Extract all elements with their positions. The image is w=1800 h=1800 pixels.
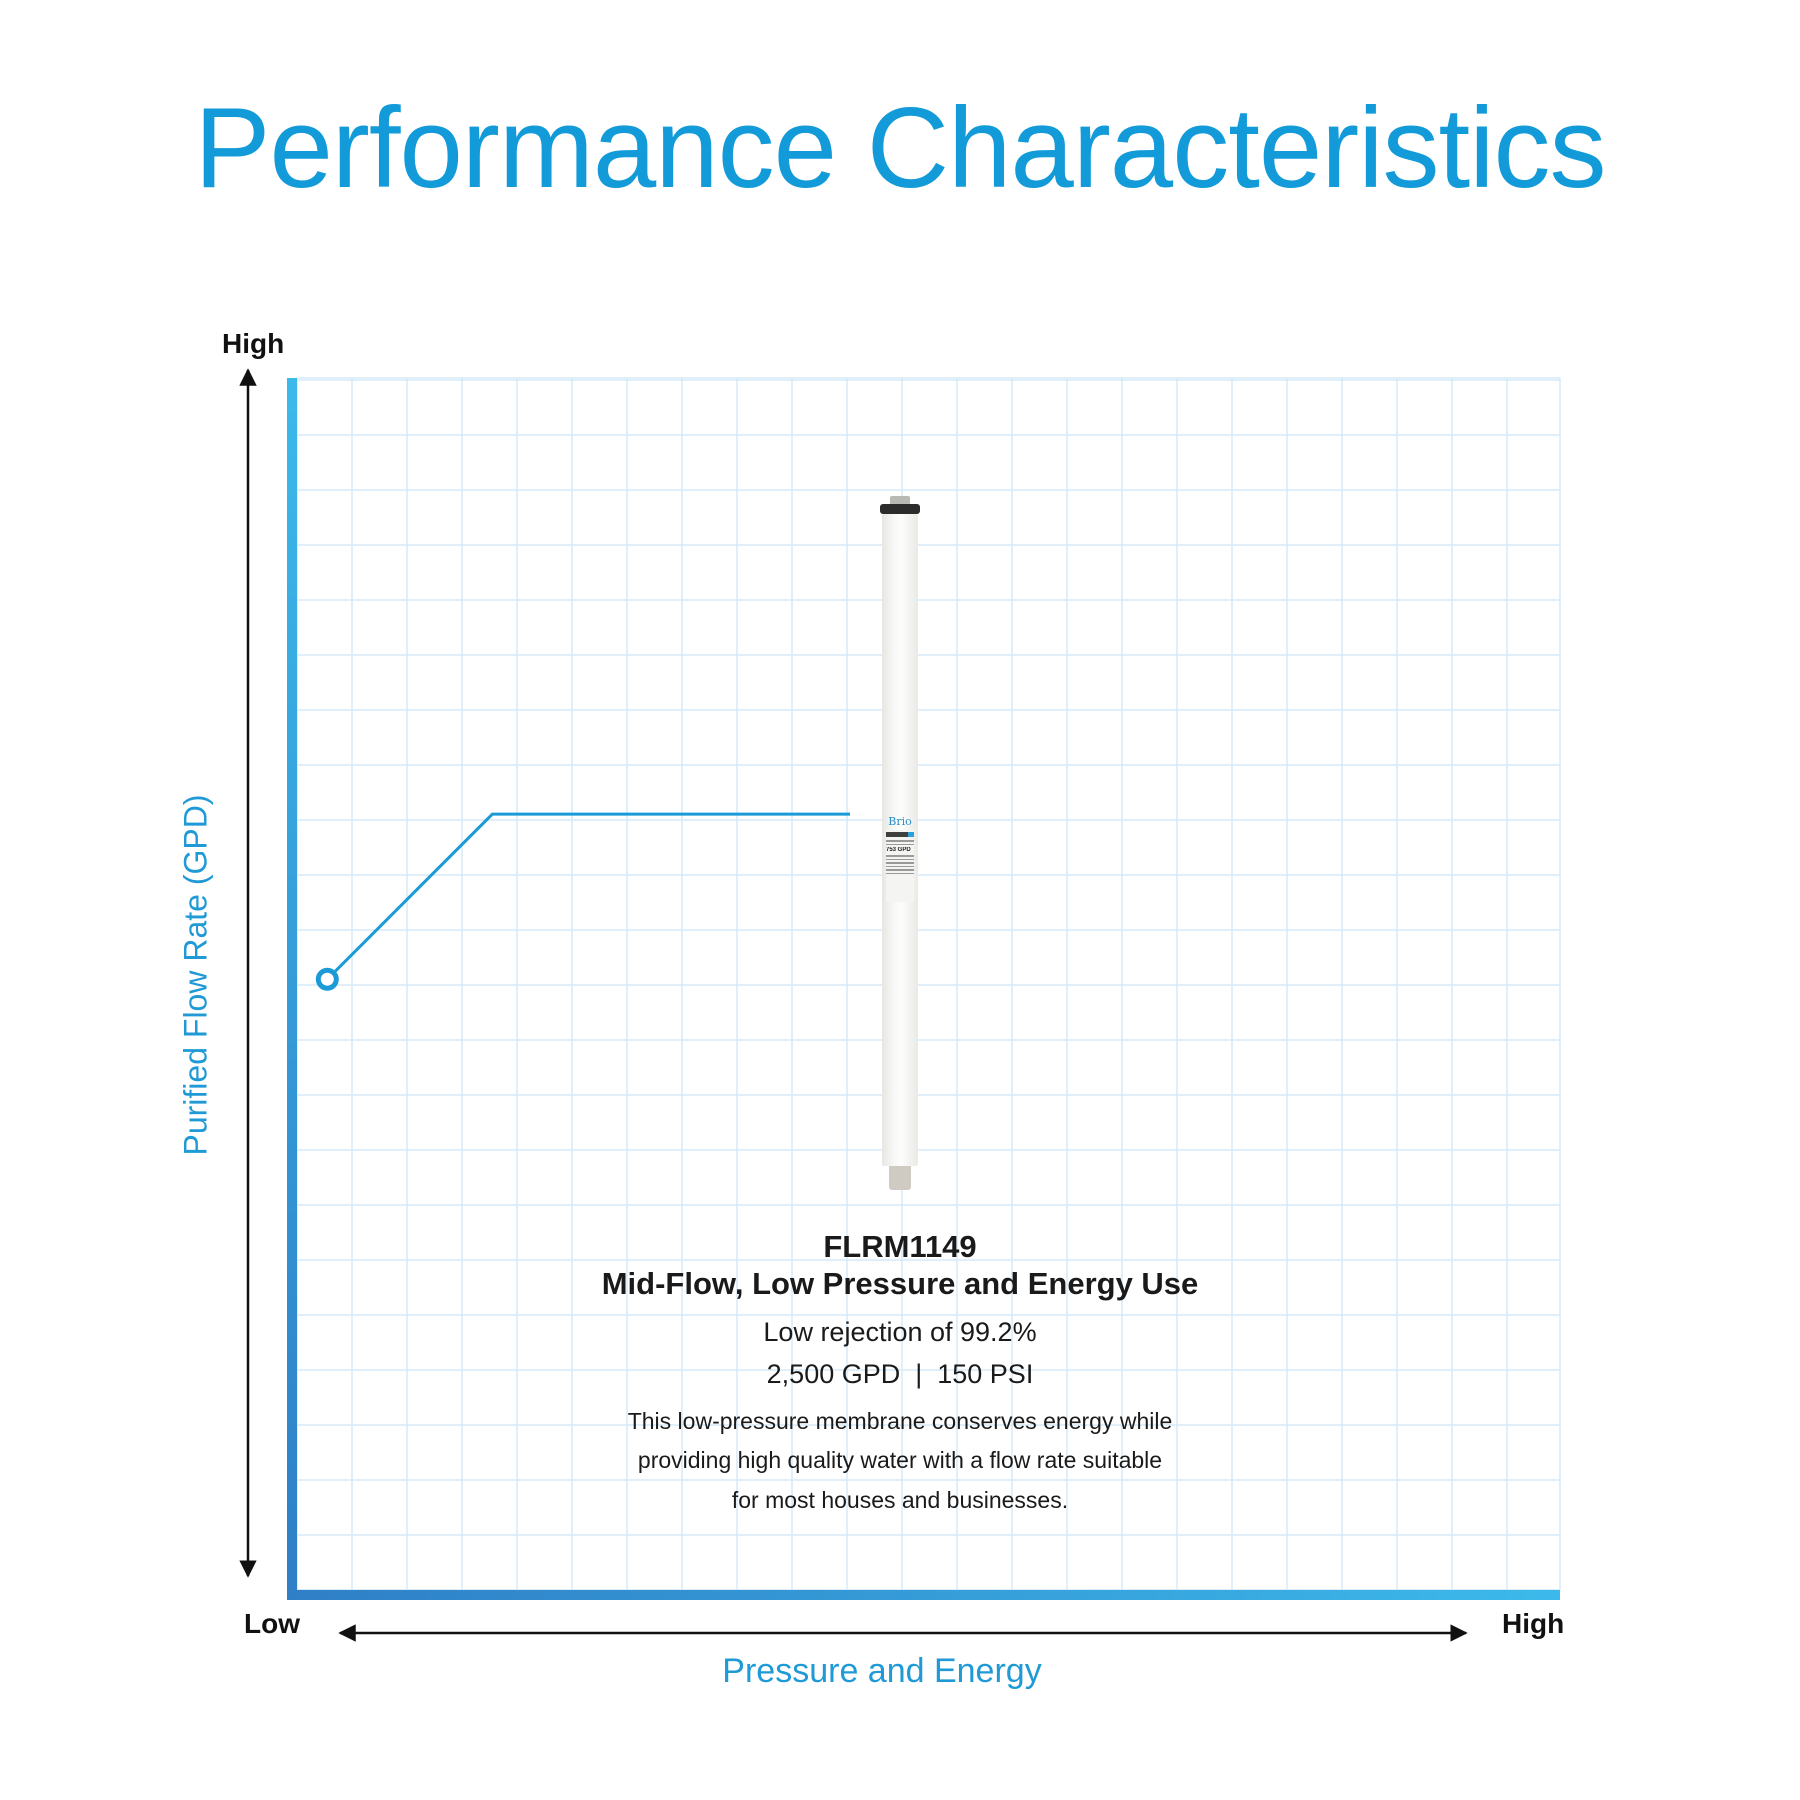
- membrane-tube: Brio 753 GPD: [882, 514, 918, 1166]
- page-title: Performance Characteristics: [194, 85, 1606, 212]
- membrane-top-cap: [890, 496, 910, 506]
- description-line: This low-pressure membrane conserves ene…: [627, 1407, 1173, 1434]
- x-axis-low-label: Low: [244, 1608, 300, 1639]
- chart-grid: [296, 377, 1561, 1591]
- x-axis-title: Pressure and Energy: [722, 1652, 1042, 1690]
- membrane-product-image: Brio 753 GPD: [880, 496, 920, 1196]
- product-spec: 2,500 GPD | 150 PSI: [766, 1358, 1034, 1389]
- y-axis-title: Purified Flow Rate (GPD): [177, 794, 214, 1156]
- product-rejection: Low rejection of 99.2%: [763, 1316, 1037, 1347]
- callout-leader-line: [334, 812, 850, 973]
- product-subtitle: Mid-Flow, Low Pressure and Energy Use: [601, 1266, 1199, 1302]
- description-line: providing high quality water with a flow…: [637, 1447, 1163, 1474]
- membrane-brand-logo: Brio: [888, 815, 912, 828]
- product-model: FLRM1149: [823, 1229, 977, 1264]
- membrane-label: 753 GPD: [886, 830, 914, 902]
- y-axis-line: [287, 378, 297, 1600]
- product-callout: FLRM1149 Mid-Flow, Low Pressure and Ener…: [560, 1228, 1240, 1520]
- membrane-seal-ring: [880, 504, 920, 514]
- product-description: This low-pressure membrane conserves ene…: [560, 1402, 1240, 1521]
- membrane-label-rating: 753 GPD: [886, 847, 911, 853]
- x-axis-line: [287, 1590, 1560, 1600]
- x-axis-high-label: High: [1502, 1608, 1565, 1639]
- y-axis-high-label: High: [222, 328, 285, 359]
- membrane-bottom-cap: [889, 1166, 911, 1190]
- data-point-flrm1149: [315, 967, 339, 991]
- description-line: for most houses and businesses.: [731, 1486, 1069, 1513]
